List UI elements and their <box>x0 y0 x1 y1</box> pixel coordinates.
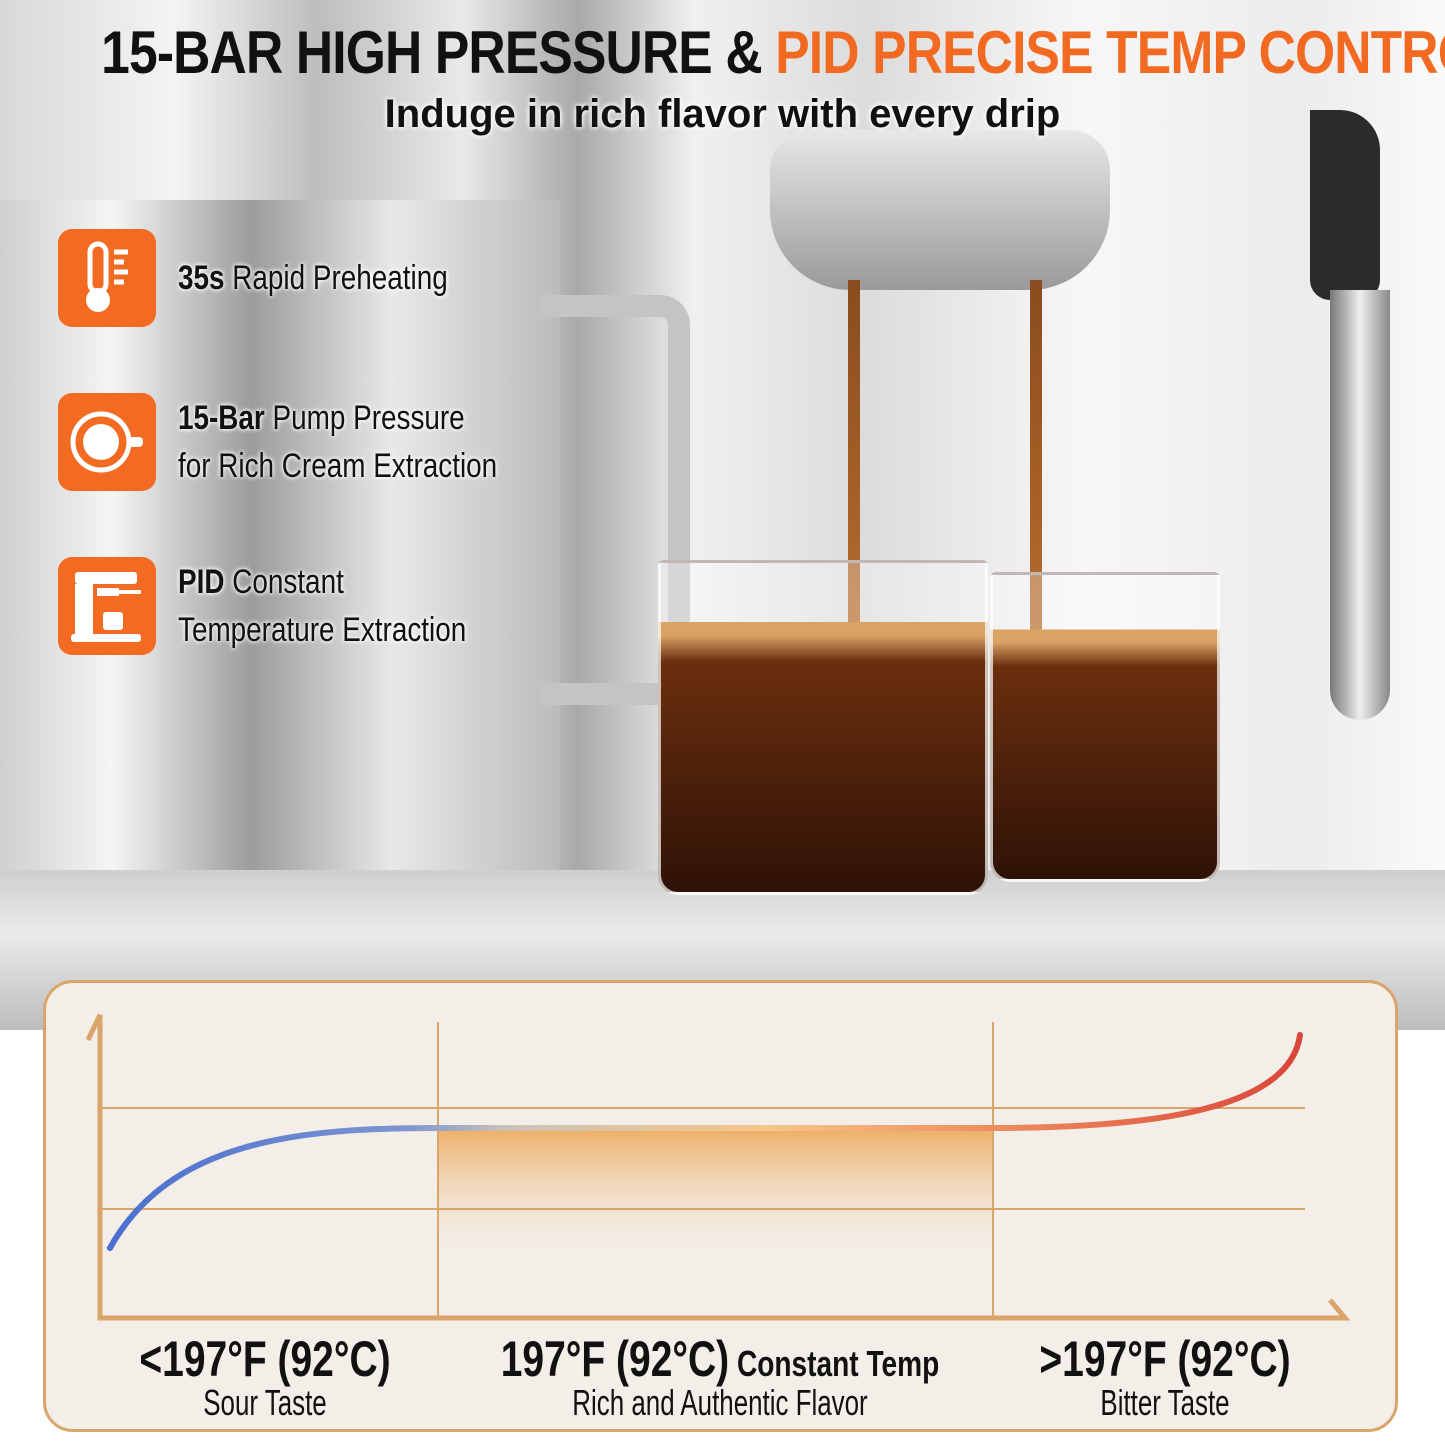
feature-pressure: 15-Bar Pump Pressure for Rich Cream Extra… <box>58 393 567 491</box>
feature-rest: Pump Pressure <box>264 399 465 437</box>
glass-cup <box>990 572 1220 882</box>
optimal-zone-fill <box>438 1130 993 1265</box>
steam-wand <box>1330 290 1390 720</box>
temperature-curve <box>107 1032 1303 1251</box>
feature-line2: Temperature Extraction <box>178 611 467 649</box>
zone-low-temp: <197°F (92°C) <box>105 1330 425 1388</box>
title-orange: PID PRECISE TEMP CONTROL <box>775 19 1445 86</box>
steam-wand-grip <box>1310 110 1380 300</box>
feature-text: 35s Rapid Preheating <box>178 254 448 302</box>
coffee-crema-icon <box>58 393 156 491</box>
zone-low-taste: Sour Taste <box>203 1382 327 1423</box>
feature-text: PID Constant Temperature Extraction <box>178 558 466 654</box>
thermometer-icon <box>58 229 156 327</box>
zone-high-taste: Bitter Taste <box>1100 1382 1230 1423</box>
grid <box>100 1022 1305 1318</box>
feature-bold: PID <box>178 563 225 601</box>
feature-text: 15-Bar Pump Pressure for Rich Cream Extra… <box>178 394 497 490</box>
zone-constant-temp: 197°F (92°C) Constant Temp <box>486 1330 954 1388</box>
feature-bold: 15-Bar <box>178 399 265 437</box>
zone-temp: <197°F (92°C) <box>139 1331 391 1387</box>
zone-high-temp: >197°F (92°C) <box>1005 1330 1325 1388</box>
zone-temp: >197°F (92°C) <box>1039 1331 1291 1387</box>
coffee-stream <box>1030 280 1042 660</box>
portafilter <box>770 130 1110 290</box>
page-title: 15-BAR HIGH PRESSURE & PID PRECISE TEMP … <box>101 18 1445 87</box>
glass-cup <box>658 560 988 895</box>
feature-preheating: 35s Rapid Preheating <box>58 229 507 327</box>
feature-pid: PID Constant Temperature Extraction <box>58 557 530 655</box>
title-black: 15-BAR HIGH PRESSURE & <box>101 19 776 86</box>
product-photo <box>0 0 1445 1030</box>
zone-extra: Constant Temp <box>729 1343 940 1384</box>
feature-rest: Constant <box>224 563 344 601</box>
zone-temp: 197°F (92°C) <box>500 1331 730 1387</box>
axes <box>85 1013 1351 1321</box>
espresso-machine-icon <box>58 557 156 655</box>
feature-line2: for Rich Cream Extraction <box>178 447 498 485</box>
subtitle: Induge in rich flavor with every drip <box>384 92 1061 136</box>
feature-bold: 35s <box>178 259 225 297</box>
feature-rest: Rapid Preheating <box>224 259 448 297</box>
zone-constant-taste: Rich and Authentic Flavor <box>572 1382 868 1423</box>
